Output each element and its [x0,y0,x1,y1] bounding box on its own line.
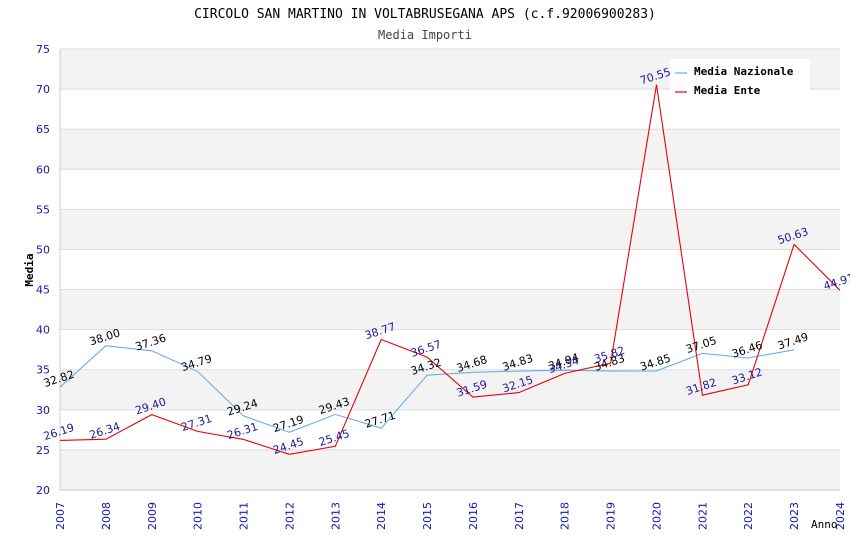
chart-subtitle: Media Importi [378,28,472,42]
y-tick-label: 55 [36,203,50,216]
y-tick-label: 20 [36,484,50,497]
x-tick-labels: 2007 2008 2009 2010 2011 2012 2013 2014 2015 2016… [54,502,847,530]
x-tick-label: 2015 [421,502,434,530]
legend-label-media-nazionale: Media Nazionale [694,65,794,78]
x-tick-label: 2022 [742,502,755,530]
data-label: 37.05 [684,334,718,356]
data-label: 44.91 [822,271,850,293]
grid-band [60,289,840,330]
x-tick-label: 2009 [146,502,159,530]
data-label: 37.49 [776,330,810,352]
y-tick-label: 45 [36,284,50,297]
x-tick-label: 2024 [834,502,847,530]
x-axis-label: Anno [811,518,838,531]
y-tick-label: 70 [36,83,50,96]
data-label: 26.34 [88,420,122,442]
x-tick-label: 2013 [329,502,342,530]
x-tick-label: 2007 [54,502,67,530]
chart-title: CIRCOLO SAN MARTINO IN VOLTABRUSEGANA AP… [194,7,656,22]
x-tick-label: 2019 [605,502,618,530]
legend: Media Nazionale Media Ente [670,59,810,101]
x-tick-label: 2012 [283,502,296,530]
y-tick-labels: 20 25 30 35 40 45 50 55 60 65 70 75 [36,43,50,497]
y-tick-label: 50 [36,243,50,256]
legend-label-media-ente: Media Ente [694,84,761,97]
y-tick-label: 65 [36,123,50,136]
y-tick-label: 35 [36,364,50,377]
x-tick-label: 2014 [375,502,388,530]
x-tick-label: 2017 [513,502,526,530]
grid-band [60,129,840,170]
x-tick-label: 2016 [467,502,480,530]
y-tick-label: 25 [36,444,50,457]
grid-band [60,449,840,490]
legend-box [670,59,810,101]
y-tick-label: 60 [36,163,50,176]
series-line [59,84,841,455]
x-tick-label: 2020 [650,502,663,530]
series-line [59,345,795,433]
series-lines [59,84,841,455]
y-tick-label: 75 [36,43,50,56]
x-tick-label: 2018 [559,502,572,530]
y-tick-label: 30 [36,404,50,417]
x-tick-label: 2011 [238,502,251,530]
y-axis-label: Media [23,253,36,286]
x-tick-label: 2010 [192,502,205,530]
x-tick-label: 2021 [696,502,709,530]
y-tick-label: 40 [36,324,50,337]
data-label: 25.45 [317,427,351,449]
grid-band [60,209,840,250]
grid-band [60,369,840,410]
x-tick-label: 2023 [788,502,801,530]
x-tick-label: 2008 [100,502,113,530]
